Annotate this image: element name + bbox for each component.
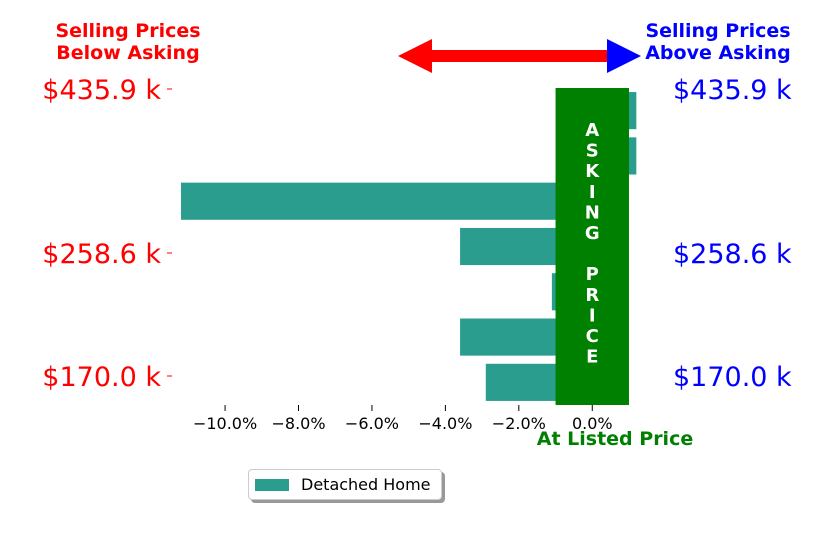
asking-letter-3: I [589,182,596,203]
x-tick-label-0: −10.0% [193,414,257,433]
price-labels-group: $435.9 k $435.9 k $258.6 k $258.6 k $170.0 k… [42,75,792,393]
asking-letter-8: R [585,285,599,306]
above-asking-line1: Selling Prices [645,20,791,42]
below-asking-line2: Below Asking [56,42,200,64]
arrow-shaft [430,50,612,62]
above-asking-header: Selling Prices Above Asking [618,20,818,64]
asking-letter-2: K [585,161,600,182]
above-asking-line2: Above Asking [645,42,791,64]
left-price-label-0: $435.9 k [42,75,161,106]
asking-letter-9: I [589,305,596,326]
at-listed-price-label: At Listed Price [537,428,693,450]
x-tick-label-1: −8.0% [271,414,325,433]
right-price-label-2: $170.0 k [673,362,792,393]
asking-letter-0: A [585,120,599,141]
x-axis: −10.0% −8.0% −6.0% −4.0% −2.0% 0.0% [193,405,613,433]
x-tick-label-5: 0.0% [572,414,613,433]
legend: Detached Home [248,469,442,500]
arrow-head-left [398,39,432,73]
asking-letter-1: S [586,141,599,162]
asking-letter-11: E [586,347,598,368]
right-price-label-0: $435.9 k [673,75,792,106]
right-price-label-1: $258.6 k [673,239,792,270]
below-asking-header: Selling Prices Below Asking [28,20,228,64]
asking-letter-5: G [585,223,600,244]
legend-label: Detached Home [301,475,431,494]
legend-swatch [255,478,289,491]
asking-price-band [555,88,629,405]
asking-letter-10: C [586,326,599,347]
asking-letter-4: N [585,202,600,223]
below-asking-line1: Selling Prices [55,20,201,42]
x-tick-label-2: −6.0% [345,414,399,433]
x-tick-label-4: −2.0% [492,414,546,433]
left-price-label-2: $170.0 k [42,362,161,393]
asking-letter-7: P [586,264,599,285]
direction-arrow [398,39,641,73]
left-price-label-1: $258.6 k [42,239,161,270]
bar-2 [181,182,593,220]
arrow-head-right [607,39,641,73]
x-tick-label-3: −4.0% [418,414,472,433]
